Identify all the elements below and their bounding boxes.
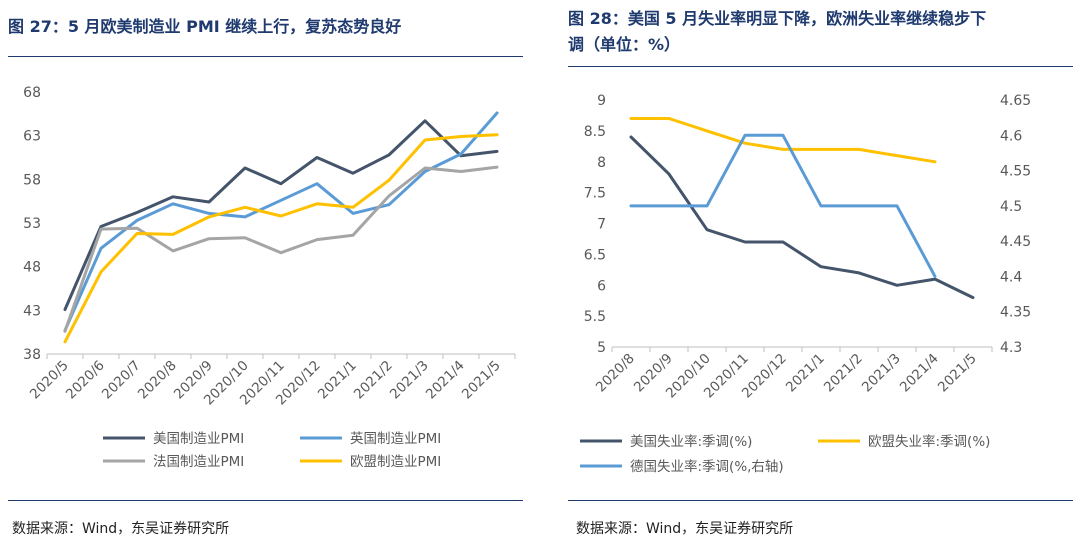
pmi-y-tick-label: 38 (23, 347, 41, 363)
pmi-x-tick-label: 2021/1 (315, 358, 360, 403)
unemp-y-tick-label: 5 (597, 340, 606, 356)
right-title-rule (568, 66, 1073, 67)
unemp-y-tick-label: 7.5 (584, 186, 606, 202)
pmi-series-line-3 (63, 165, 499, 333)
pmi-legend-label: 欧盟制造业PMI (350, 454, 441, 470)
unemp-series-line-3 (629, 133, 937, 278)
pmi-y-tick-label: 63 (23, 129, 41, 145)
unemp-y2-tick-label: 4.5 (1000, 199, 1022, 215)
unemployment-chart: 5 5.5 6 6.5 7 7.5 8 8.5 9 4.3 4.35 4.4 4.45 4.5 4.55 4.… (580, 93, 1031, 475)
left-bottom-rule (8, 500, 523, 501)
pmi-legend-label: 美国制造业PMI (153, 431, 244, 447)
pmi-x-tick-label: 2020/5 (27, 358, 72, 403)
right-source: 数据来源：Wind，东吴证券研究所 (576, 521, 794, 537)
pmi-series-line-1 (63, 119, 499, 311)
unemp-x-tick-label: 2021/1 (783, 351, 828, 396)
unemp-y-tick-label: 6 (597, 278, 606, 294)
unemp-x-tick-label: 2021/4 (897, 351, 942, 396)
unemp-legend-label: 美国失业率:季调(%) (630, 433, 752, 450)
unemp-x-tick-label: 2020/8 (593, 351, 638, 396)
pmi-legend-label: 法国制造业PMI (153, 454, 244, 470)
pmi-x-tick-label: 2020/8 (135, 358, 180, 403)
pmi-series-line-2 (63, 111, 499, 332)
unemp-x-tick-label: 2021/2 (821, 351, 866, 396)
pmi-x-tick-label: 2020/7 (99, 358, 144, 403)
unemp-x-tick-label: 2021/3 (859, 351, 904, 396)
left-source: 数据来源：Wind，东吴证券研究所 (12, 521, 230, 537)
unemp-legend-label: 德国失业率:季调(%,右轴) (630, 458, 784, 475)
unemp-y-tick-label: 8 (597, 155, 606, 171)
pmi-x-tick-label: 2021/5 (459, 358, 504, 403)
unemp-y2-tick-label: 4.55 (1000, 164, 1031, 180)
unemp-legend-label: 欧盟失业率:季调(%) (868, 433, 990, 450)
pmi-y-tick-label: 58 (23, 172, 41, 188)
unemp-y-tick-label: 7 (597, 217, 606, 233)
unemp-y2-tick-label: 4.4 (1000, 269, 1022, 285)
unemp-y2-tick-label: 4.65 (1000, 93, 1031, 109)
pmi-x-tick-label: 2021/4 (423, 358, 468, 403)
pmi-y-tick-label: 53 (23, 216, 41, 232)
unemp-y-tick-label: 6.5 (584, 247, 606, 263)
unemp-series-line-2 (629, 117, 937, 164)
unemp-y2-tick-label: 4.3 (1000, 340, 1022, 356)
pmi-x-tick-label: 2020/6 (63, 358, 108, 403)
pmi-x-tick-label: 2021/3 (387, 358, 432, 403)
pmi-y-tick-label: 68 (23, 85, 41, 101)
unemp-y2-tick-label: 4.45 (1000, 234, 1031, 250)
unemp-y2-tick-label: 4.6 (1000, 128, 1022, 144)
pmi-y-tick-label: 48 (23, 260, 41, 276)
unemp-x-tick-label: 2021/5 (935, 351, 980, 396)
left-chart-title: 图 27：5 月欧美制造业 PMI 继续上行，复苏态势良好 (8, 17, 402, 36)
right-chart-title-line2: 调（单位：%） (568, 35, 681, 54)
pmi-legend-label: 英国制造业PMI (350, 430, 441, 447)
unemp-y-tick-label: 9 (597, 93, 606, 109)
unemp-y-tick-label: 8.5 (584, 124, 606, 140)
right-bottom-rule (568, 500, 1073, 501)
pmi-y-tick-label: 43 (23, 303, 41, 319)
right-chart-title-line1: 图 28：美国 5 月失业率明显下降，欧洲失业率继续稳步下 (568, 9, 987, 28)
left-title-rule (8, 56, 523, 57)
pmi-x-tick-label: 2021/2 (351, 358, 396, 403)
unemp-y2-tick-label: 4.35 (1000, 305, 1031, 321)
unemp-series-line-1 (629, 135, 975, 300)
unemp-y-tick-label: 5.5 (584, 309, 606, 325)
pmi-series-line-4 (63, 133, 499, 344)
left-panel: 图 27：5 月欧美制造业 PMI 继续上行，复苏态势良好 38 43 48 53 58… (8, 17, 523, 537)
